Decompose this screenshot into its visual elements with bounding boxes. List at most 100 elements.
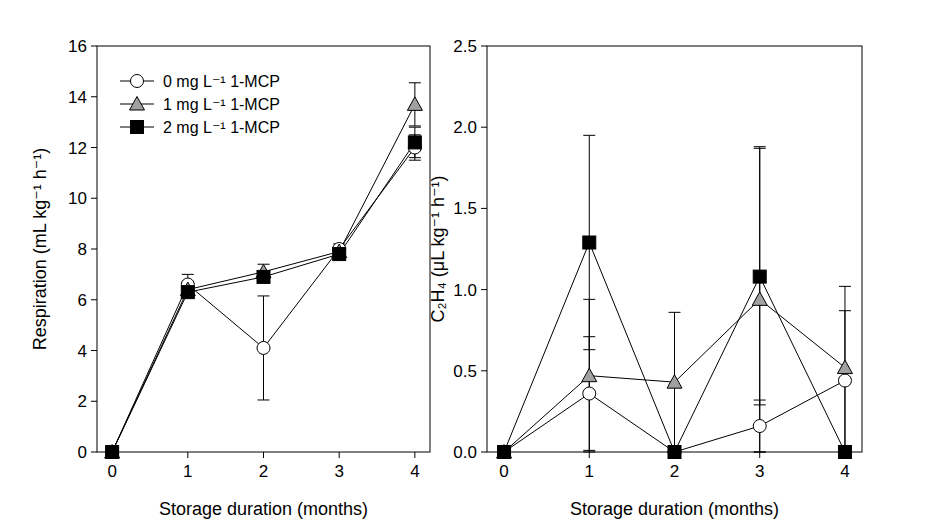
data-point — [582, 368, 597, 382]
y-tick — [481, 127, 487, 128]
data-point — [837, 360, 852, 374]
error-bar — [258, 296, 270, 400]
data-point — [668, 446, 681, 459]
y-tick-label: 0.0 — [453, 443, 477, 462]
legend-marker — [131, 121, 144, 134]
error-cap — [754, 146, 766, 147]
error-cap — [409, 125, 421, 126]
data-point — [105, 445, 120, 459]
y-tick — [481, 46, 487, 47]
error-cap — [669, 312, 681, 313]
y-tick — [91, 452, 97, 453]
data-point — [497, 445, 512, 459]
y-tick-label: 2 — [78, 392, 87, 411]
y-tick-label: 16 — [68, 37, 87, 56]
series-line — [504, 381, 845, 452]
x-tick-label: 0 — [499, 462, 508, 481]
y-tick-label: 1.5 — [453, 199, 477, 218]
x-tick-label: 2 — [670, 462, 679, 481]
error-cap — [409, 160, 421, 161]
error-cap — [754, 452, 766, 453]
data-point — [583, 236, 596, 249]
y-tick-label: 8 — [78, 240, 87, 259]
x-tick-label: 3 — [755, 462, 764, 481]
y-tick-label: 0 — [78, 443, 87, 462]
legend-marker — [131, 75, 144, 88]
y-tick-label: 1.0 — [453, 281, 477, 300]
data-group — [105, 83, 423, 459]
data-point — [106, 446, 119, 459]
legend-label: 1 mg L⁻¹ 1-MCP — [163, 96, 280, 113]
data-point — [333, 248, 346, 261]
y-tick — [91, 96, 97, 97]
plot-frame — [97, 46, 430, 452]
x-tick-label: 3 — [334, 462, 343, 481]
x-tick — [759, 452, 760, 458]
y-tick — [481, 289, 487, 290]
error-cap — [839, 286, 851, 287]
series-line — [112, 142, 415, 452]
data-point — [753, 420, 766, 433]
panel: 0.0 0.5 1.0 1.5 2.0 2.5 0 1 2 3 4 Storage duration … — [428, 37, 862, 519]
data-point — [408, 136, 421, 149]
x-tick — [589, 452, 590, 458]
error-bar — [409, 127, 421, 157]
y-tick — [91, 401, 97, 402]
data-point — [838, 446, 851, 459]
data-point — [583, 387, 596, 400]
error-cap — [754, 404, 766, 405]
error-cap — [409, 127, 421, 128]
data-point — [838, 374, 851, 387]
error-cap — [583, 452, 595, 453]
y-tick-label: 4 — [78, 342, 87, 361]
series-line — [112, 104, 415, 452]
error-bar — [754, 148, 766, 405]
y-tick-label: 12 — [68, 139, 87, 158]
error-cap — [258, 295, 270, 296]
error-cap — [409, 157, 421, 158]
y-axis-label: C₂H₄ (μL kg⁻¹ h⁻¹) — [428, 175, 448, 322]
legend-marker — [130, 97, 145, 111]
error-cap — [182, 274, 194, 275]
legend-label: 0 mg L⁻¹ 1-MCP — [163, 73, 280, 90]
data-point — [257, 270, 270, 283]
x-tick-label: 1 — [585, 462, 594, 481]
y-tick — [481, 452, 487, 453]
y-tick — [91, 249, 97, 250]
data-point — [181, 286, 194, 299]
data-point — [407, 97, 422, 111]
x-tick-label: 2 — [259, 462, 268, 481]
error-bar — [583, 135, 595, 349]
data-point — [106, 446, 119, 459]
figure: 024681012141601234Storage duration (mont… — [0, 0, 937, 525]
background — [0, 0, 937, 525]
series-line — [504, 299, 845, 452]
y-tick-label: 2.0 — [453, 118, 477, 137]
data-group — [497, 135, 853, 458]
y-tick-label: 0.5 — [453, 362, 477, 381]
error-cap — [754, 148, 766, 149]
data-point — [753, 270, 766, 283]
error-cap — [754, 452, 766, 453]
legend: 0 mg L⁻¹ 1-MCP 1 mg L⁻¹ 1-MCP 2 mg L⁻¹ 1-M… — [120, 73, 280, 136]
x-tick-label: 1 — [183, 462, 192, 481]
data-point — [668, 446, 681, 459]
x-axis-label: Storage duration (months) — [570, 499, 779, 519]
error-cap — [409, 82, 421, 83]
data-point — [257, 341, 270, 354]
x-tick — [187, 452, 188, 458]
y-axis-label: Respiration (mL kg⁻¹ h⁻¹) — [30, 148, 50, 350]
x-tick — [263, 452, 264, 458]
data-point — [498, 446, 511, 459]
error-cap — [583, 135, 595, 136]
data-point — [498, 446, 511, 459]
y-tick-label: 2.5 — [453, 37, 477, 56]
data-point — [752, 292, 767, 306]
x-tick-label: 4 — [840, 462, 849, 481]
legend-label: 2 mg L⁻¹ 1-MCP — [163, 119, 280, 136]
data-point — [667, 375, 682, 389]
x-tick-label: 4 — [410, 462, 419, 481]
y-tick — [481, 208, 487, 209]
y-tick — [91, 350, 97, 351]
plot-frame — [487, 46, 862, 452]
